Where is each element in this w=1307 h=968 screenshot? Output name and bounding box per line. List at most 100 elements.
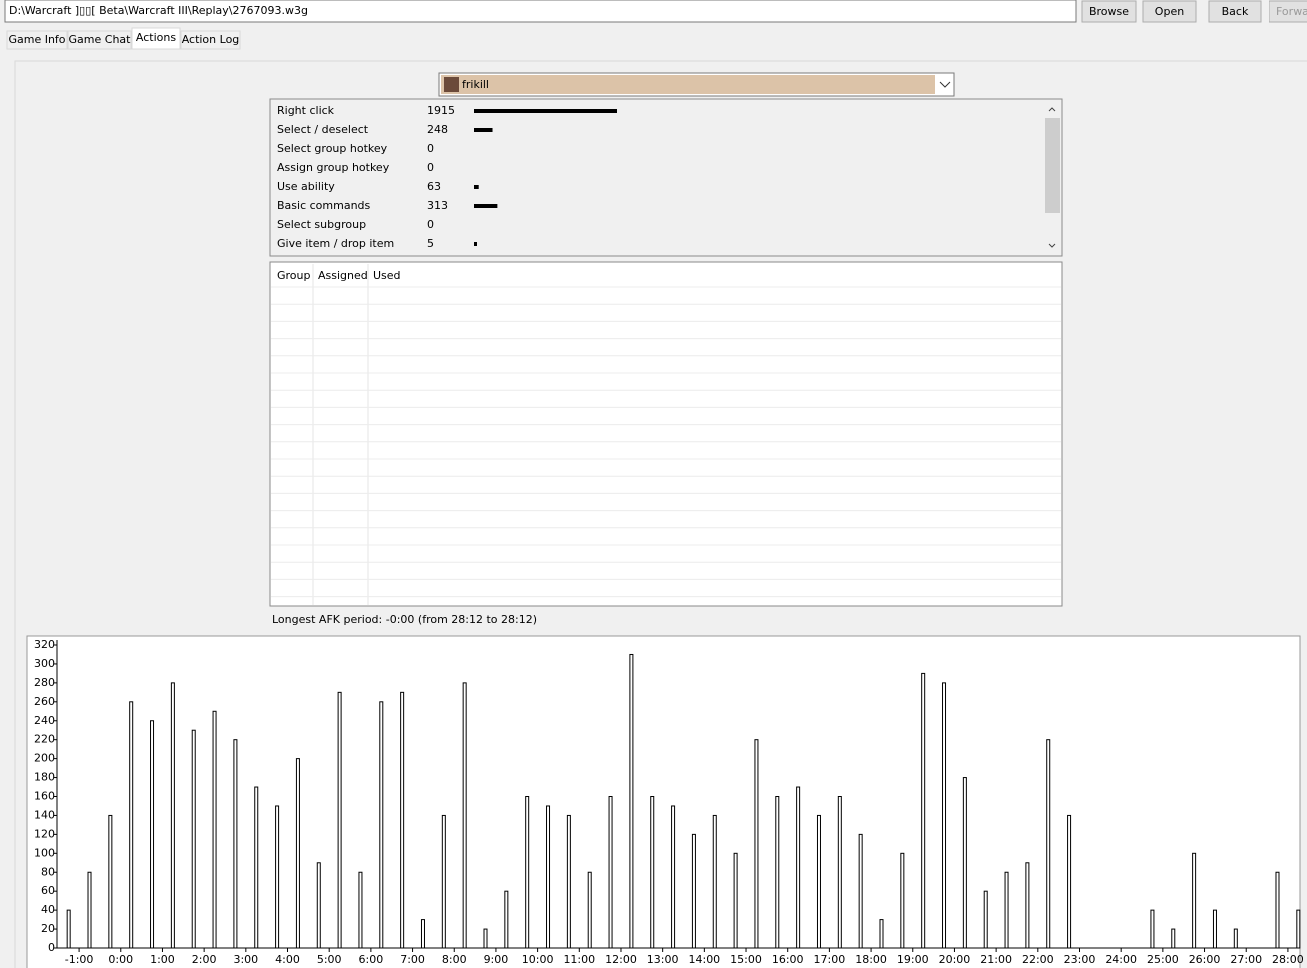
- bar: [775, 796, 780, 949]
- bar: [796, 786, 801, 949]
- y-tick-label: 280: [34, 676, 55, 689]
- action-value: 0: [427, 161, 434, 174]
- x-tick-label: 14:00: [688, 953, 720, 966]
- bar: [816, 814, 821, 949]
- x-tick-label: 16:00: [772, 953, 804, 966]
- bar: [587, 871, 592, 949]
- action-bar: [474, 109, 617, 113]
- path-input[interactable]: [4, 0, 1077, 23]
- bar: [150, 720, 155, 949]
- y-tick-label: 320: [34, 638, 55, 651]
- y-tick-label: 60: [41, 884, 55, 897]
- bar: [87, 871, 92, 949]
- x-tick-label: 17:00: [814, 953, 846, 966]
- bar: [525, 796, 530, 949]
- y-tick-label: 80: [41, 865, 55, 878]
- tab[interactable]: [6, 30, 68, 50]
- x-tick-label: 5:00: [317, 953, 342, 966]
- x-tick-label: 27:00: [1230, 953, 1262, 966]
- path-text: D:\Warcraft ]▯▯[ Beta\Warcraft III\Repla…: [9, 4, 308, 17]
- toolbar-button[interactable]: [1208, 0, 1262, 23]
- x-tick-label: 11:00: [563, 953, 595, 966]
- bar: [858, 833, 863, 949]
- column-header: Assigned: [318, 269, 368, 282]
- action-bar: [474, 185, 479, 189]
- tab-label: Game Info: [8, 33, 65, 46]
- y-tick-label: 20: [41, 922, 55, 935]
- x-tick-label: 23:00: [1064, 953, 1096, 966]
- bar: [1171, 928, 1176, 949]
- bar: [837, 796, 842, 949]
- action-name: Assign group hotkey: [277, 161, 390, 174]
- bar: [1004, 871, 1009, 949]
- action-name: Select / deselect: [277, 123, 369, 136]
- x-tick-label: 25:00: [1147, 953, 1179, 966]
- tab[interactable]: [67, 30, 132, 50]
- scroll-thumb[interactable]: [1045, 118, 1060, 213]
- tab[interactable]: [180, 30, 241, 50]
- y-tick-label: 120: [34, 827, 55, 840]
- x-tick-label: 24:00: [1105, 953, 1137, 966]
- groups-table: [269, 261, 1063, 607]
- x-tick-label: 28:00: [1272, 953, 1304, 966]
- x-tick-label: 4:00: [275, 953, 300, 966]
- bar: [566, 814, 571, 949]
- tab[interactable]: [131, 27, 181, 50]
- bar: [1067, 814, 1072, 949]
- action-name: Use ability: [277, 180, 335, 193]
- bar: [275, 805, 280, 949]
- bar: [400, 691, 405, 949]
- bar: [129, 701, 134, 949]
- bar: [295, 758, 300, 949]
- tab-label: Actions: [136, 31, 176, 44]
- x-tick-label: 13:00: [647, 953, 679, 966]
- bar: [316, 862, 321, 949]
- y-tick-label: 100: [34, 846, 55, 859]
- bar: [1296, 909, 1301, 949]
- x-tick-label: 2:00: [192, 953, 217, 966]
- column-header: Group: [277, 269, 311, 282]
- bar: [483, 928, 488, 949]
- bar: [1046, 739, 1051, 949]
- chart-frame: [26, 635, 1301, 968]
- toolbar-button[interactable]: [1269, 0, 1307, 23]
- bar: [942, 682, 947, 949]
- bar: [921, 672, 926, 949]
- toolbar-button[interactable]: [1142, 0, 1197, 23]
- x-tick-label: 15:00: [730, 953, 762, 966]
- y-tick-label: 300: [34, 657, 55, 670]
- actions-list: [269, 98, 1063, 257]
- bar: [462, 682, 467, 949]
- bar: [1192, 852, 1197, 949]
- bar: [879, 919, 884, 949]
- button-label: Open: [1155, 5, 1184, 18]
- x-tick-label: -1:00: [65, 953, 94, 966]
- x-tick-label: 18:00: [855, 953, 887, 966]
- bar: [733, 852, 738, 949]
- x-tick-label: 8:00: [442, 953, 467, 966]
- bar: [671, 805, 676, 949]
- action-value: 63: [427, 180, 441, 193]
- action-value: 5: [427, 237, 434, 250]
- bar: [379, 701, 384, 949]
- x-tick-label: 21:00: [980, 953, 1012, 966]
- action-value: 1915: [427, 104, 455, 117]
- bar: [337, 691, 342, 949]
- action-bar: [474, 128, 493, 132]
- action-name: Select group hotkey: [277, 142, 388, 155]
- bar: [441, 814, 446, 949]
- button-label: Forward: [1276, 5, 1307, 18]
- player-icon: [444, 77, 459, 92]
- bar: [650, 796, 655, 949]
- bar: [629, 653, 634, 949]
- bar: [1150, 909, 1155, 949]
- bar: [358, 871, 363, 949]
- x-tick-label: 7:00: [400, 953, 425, 966]
- button-label: Back: [1222, 5, 1249, 18]
- y-tick-label: 180: [34, 771, 55, 784]
- toolbar-button[interactable]: [1081, 0, 1137, 23]
- action-value: 0: [427, 218, 434, 231]
- bar: [420, 919, 425, 949]
